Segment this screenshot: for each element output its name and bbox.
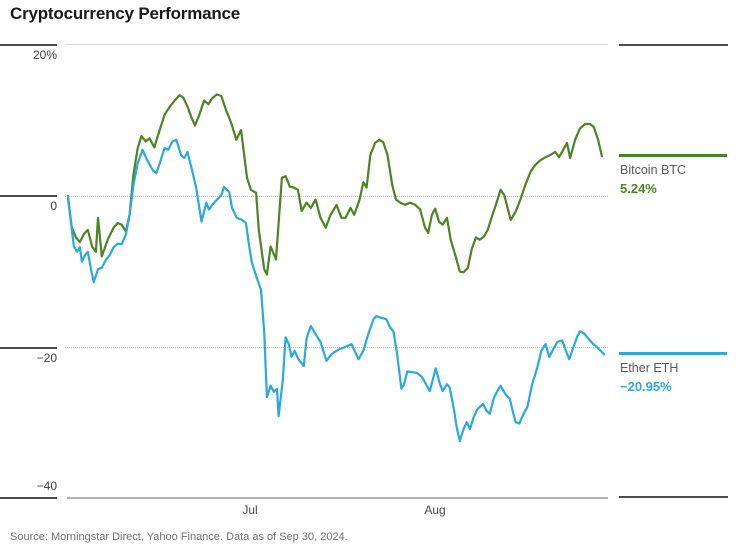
page-title: Cryptocurrency Performance (10, 4, 241, 23)
y-tick-rule-20 (0, 44, 57, 46)
source-caption: Source: Morningstar Direct, Yahoo Financ… (10, 531, 348, 543)
series-line-bitcoin-btc (66, 93, 604, 276)
x-axis-labels: Jul Aug (65, 503, 608, 519)
y-tick-label-neg20: −20 (36, 351, 57, 365)
y-tick-label-0: 0 (50, 199, 57, 213)
x-tick-label-jul: Jul (242, 503, 258, 517)
plot-area (65, 44, 608, 499)
ether-return-value: −20.95% (620, 379, 672, 394)
gridline-0pct (65, 195, 608, 197)
gridline-neg20pct (65, 347, 608, 348)
y-tick-rule-0 (0, 195, 57, 197)
legend-bottom-rule (619, 496, 728, 498)
y-tick-rule-neg40 (0, 497, 57, 499)
x-axis-line (67, 497, 608, 499)
x-tick-label-aug: Aug (424, 503, 446, 517)
y-tick-label-neg40: −40 (36, 479, 57, 493)
ether-line-swatch (619, 352, 727, 355)
series-line-ether-eth (66, 138, 606, 443)
y-tick-label-20: 20% (32, 48, 57, 62)
bitcoin-return-value: 5.24% (620, 181, 657, 196)
y-tick-rule-neg20 (0, 347, 57, 349)
y-axis: 20% 0 −20 −40 (0, 0, 57, 553)
legend-top-rule (619, 44, 728, 46)
bitcoin-line-swatch (619, 154, 727, 157)
gridline-20pct (65, 44, 608, 45)
ether-legend-label: Ether ETH (620, 361, 679, 375)
chart-svg (66, 93, 606, 443)
legend-column: Bitcoin BTC 5.24% Ether ETH −20.95% (619, 0, 728, 553)
bitcoin-legend-label: Bitcoin BTC (620, 163, 686, 177)
